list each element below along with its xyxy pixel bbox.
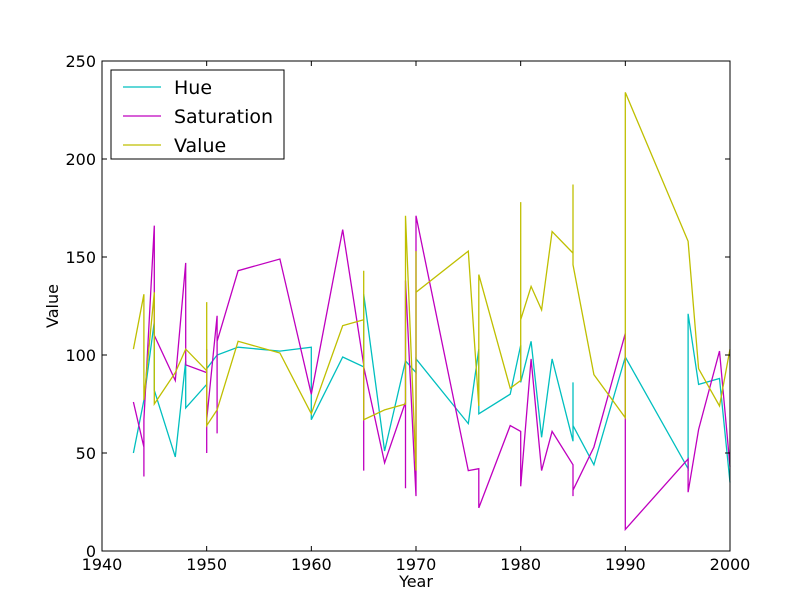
y-tick-label: 150 bbox=[65, 248, 96, 267]
x-tick-label: 1950 bbox=[186, 555, 227, 574]
series-line-value bbox=[132, 92, 731, 471]
x-tick-label: 1980 bbox=[500, 555, 541, 574]
y-tick-label: 100 bbox=[65, 346, 96, 365]
x-tick-label: 1990 bbox=[605, 555, 646, 574]
ticks-layer: 1940 1950 1960 1970 1980 1990 2000 0 50 100 150 200… bbox=[65, 52, 750, 574]
x-tick-label: 1970 bbox=[396, 555, 437, 574]
legend-label-value: Value bbox=[174, 135, 226, 157]
y-tick-label: 250 bbox=[65, 52, 96, 71]
y-axis-title: Value bbox=[43, 284, 62, 328]
y-tick-label: 50 bbox=[76, 444, 96, 463]
x-tick-label: 1940 bbox=[82, 555, 123, 574]
legend-frame bbox=[110, 69, 285, 160]
legend-label-hue: Hue bbox=[174, 77, 212, 99]
y-tick-label: 0 bbox=[86, 542, 96, 561]
series-layer bbox=[132, 92, 731, 532]
legend-label-saturation: Saturation bbox=[174, 106, 273, 128]
x-tick-label: 2000 bbox=[710, 555, 751, 574]
legend: Hue Saturation Value bbox=[110, 69, 285, 160]
y-tick-label: 200 bbox=[65, 150, 96, 169]
x-axis-title: Year bbox=[398, 572, 433, 591]
x-tick-label: 1960 bbox=[291, 555, 332, 574]
